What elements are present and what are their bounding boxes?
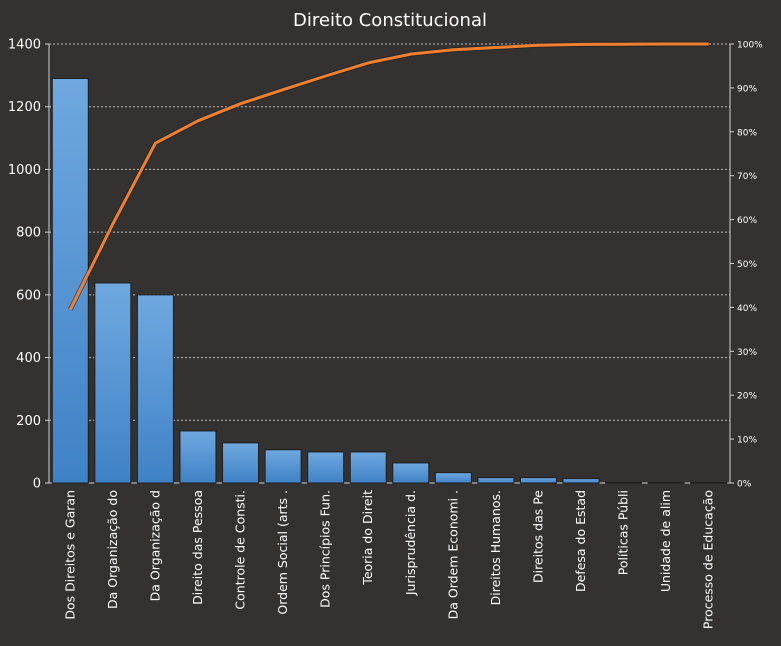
left-y-axis-ticks: 0 200 400 600 800 1000 1200 1400 xyxy=(8,38,49,492)
right-tick-label: 60% xyxy=(737,216,757,226)
right-y-axis-ticks: 0% 10% 20% 30% 40% 50% 60% 70% 80% 90% 100% xyxy=(730,41,763,490)
left-tick-label: 400 xyxy=(16,351,41,366)
right-tick-label: 50% xyxy=(737,260,757,270)
left-tick-label: 0 xyxy=(33,477,41,492)
bar xyxy=(393,463,429,483)
bar xyxy=(308,452,344,483)
x-tick-label: Processo de Educação xyxy=(701,490,716,629)
bar xyxy=(478,478,514,483)
x-tick-label: Dos Princípios Fun. xyxy=(318,490,333,608)
x-tick-label: Controle de Consti. xyxy=(233,490,248,610)
right-tick-label: 80% xyxy=(737,128,757,138)
bar xyxy=(563,479,599,483)
left-tick-label: 200 xyxy=(16,414,41,429)
right-tick-label: 70% xyxy=(737,172,757,182)
x-tick-label: Da Organização d xyxy=(147,490,162,601)
cumulative-line-shadow xyxy=(70,44,708,310)
cumulative-line xyxy=(70,44,708,310)
right-tick-label: 100% xyxy=(737,41,763,51)
x-tick-label: Teoria do Direit xyxy=(360,490,375,586)
x-tick-label: Direito das Pessoa xyxy=(190,490,205,605)
right-tick-label: 0% xyxy=(737,480,752,490)
x-tick-label: Ordem Social (arts . xyxy=(275,490,290,615)
bar-series xyxy=(52,78,726,483)
right-tick-label: 10% xyxy=(737,436,757,446)
left-tick-label: 800 xyxy=(16,226,41,241)
left-tick-label: 1200 xyxy=(8,100,41,115)
left-tick-label: 1400 xyxy=(8,38,41,53)
bar xyxy=(435,473,471,483)
x-tick-label: Defesa do Estad xyxy=(573,490,588,592)
cumulative-line-series xyxy=(70,44,709,310)
right-tick-label: 90% xyxy=(737,84,757,94)
x-tick-label: Da Organização do xyxy=(105,490,120,609)
x-tick-label: Da Ordem Economi . xyxy=(445,490,460,619)
x-tick-label: Dos Direitos e Garan xyxy=(62,490,77,620)
x-tick-label: Políticas Públi xyxy=(616,490,631,575)
bar xyxy=(137,295,173,483)
bar xyxy=(95,283,131,483)
x-tick-label: Jurisprudência d. xyxy=(403,490,418,596)
left-tick-label: 600 xyxy=(16,288,41,303)
bar xyxy=(520,478,556,483)
bar xyxy=(223,443,259,483)
x-axis-ticks: Dos Direitos e Garan Da Organização do Da … xyxy=(62,490,715,629)
bar xyxy=(350,452,386,483)
chart-title: Direito Constitucional xyxy=(293,10,487,31)
bar xyxy=(265,450,301,483)
x-tick-label: Unidade de alim xyxy=(658,490,673,592)
x-tick-label: Direitos Humanos. xyxy=(488,490,503,605)
bar xyxy=(180,431,216,483)
right-tick-label: 20% xyxy=(737,392,757,402)
left-tick-label: 1000 xyxy=(8,163,41,178)
right-tick-label: 30% xyxy=(737,348,757,358)
right-tick-label: 40% xyxy=(737,304,757,314)
x-tick-label: Direitos das Pe xyxy=(530,490,545,583)
bar xyxy=(606,482,642,483)
